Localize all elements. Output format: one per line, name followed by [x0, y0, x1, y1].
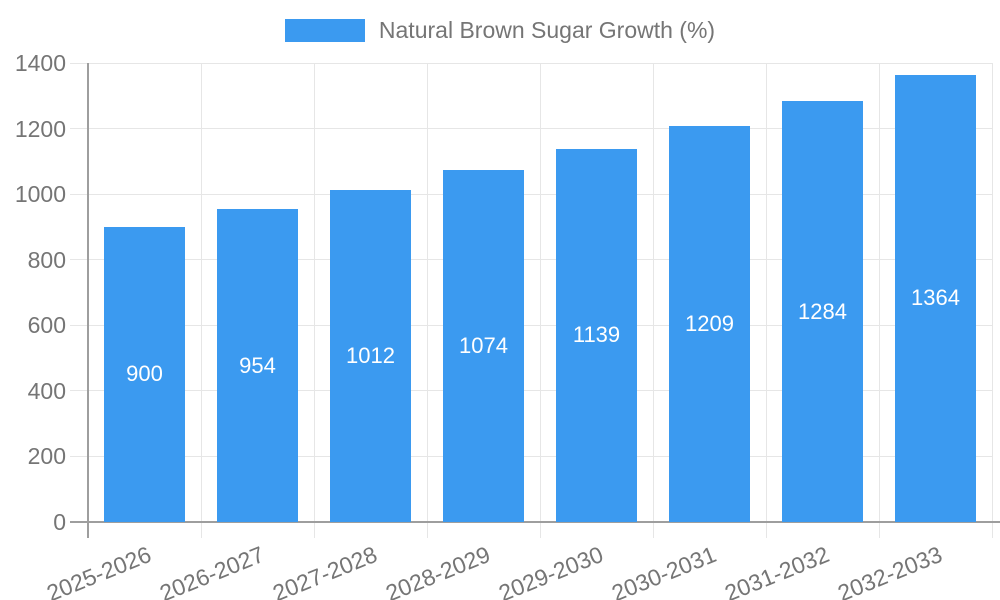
y-axis-tick-label: 1000 — [14, 181, 66, 208]
bar-2028-2029[interactable] — [443, 169, 524, 522]
legend-label: Natural Brown Sugar Growth (%) — [378, 17, 716, 43]
gridline-horizontal — [70, 128, 992, 130]
gridline-vertical — [426, 63, 428, 538]
y-axis-tick-label: 200 — [27, 443, 66, 470]
bar-2029-2030[interactable] — [556, 148, 637, 522]
legend-swatch — [284, 19, 365, 42]
y-axis-tick-label: 400 — [27, 377, 66, 404]
y-axis-tick-label: 0 — [53, 509, 66, 535]
gridline-vertical — [313, 63, 315, 538]
x-axis-line — [70, 521, 1000, 523]
gridline-horizontal — [70, 455, 992, 457]
gridline-horizontal — [70, 193, 992, 195]
bar-value-label: 1284 — [798, 298, 847, 324]
y-axis-tick-label: 1400 — [14, 50, 66, 76]
y-axis-tick-label: 800 — [27, 246, 66, 273]
bar-value-label: 1364 — [911, 285, 960, 311]
bar-value-label: 1139 — [572, 322, 621, 348]
bar-value-label: 954 — [239, 352, 276, 378]
y-axis-line — [87, 63, 89, 538]
y-axis-tick-label: 1200 — [14, 115, 66, 142]
bar-value-label: 1074 — [459, 332, 508, 358]
gridline-horizontal — [70, 259, 992, 261]
bar-2031-2032[interactable] — [782, 101, 863, 522]
legend[interactable]: Natural Brown Sugar Growth (%) — [0, 19, 1000, 42]
gridline-vertical — [878, 63, 880, 538]
gridline-vertical — [765, 63, 767, 538]
gridline-vertical — [652, 63, 654, 538]
bar-value-label: 1209 — [685, 310, 734, 336]
bar-value-label: 900 — [126, 361, 163, 387]
y-axis-tick-label: 600 — [27, 312, 66, 339]
bar-2027-2028[interactable] — [330, 190, 411, 522]
gridline-horizontal — [70, 62, 992, 64]
bar-2032-2033[interactable] — [895, 74, 976, 522]
bar-value-label: 1012 — [346, 343, 395, 369]
bar-2026-2027[interactable] — [217, 209, 298, 522]
gridline-vertical — [200, 63, 202, 538]
bar-2030-2031[interactable] — [669, 125, 750, 522]
gridline-horizontal — [70, 390, 992, 392]
gridline-vertical — [539, 63, 541, 538]
gridline-vertical — [991, 63, 993, 538]
bar-2025-2026[interactable] — [104, 226, 185, 522]
gridline-horizontal — [70, 324, 992, 326]
